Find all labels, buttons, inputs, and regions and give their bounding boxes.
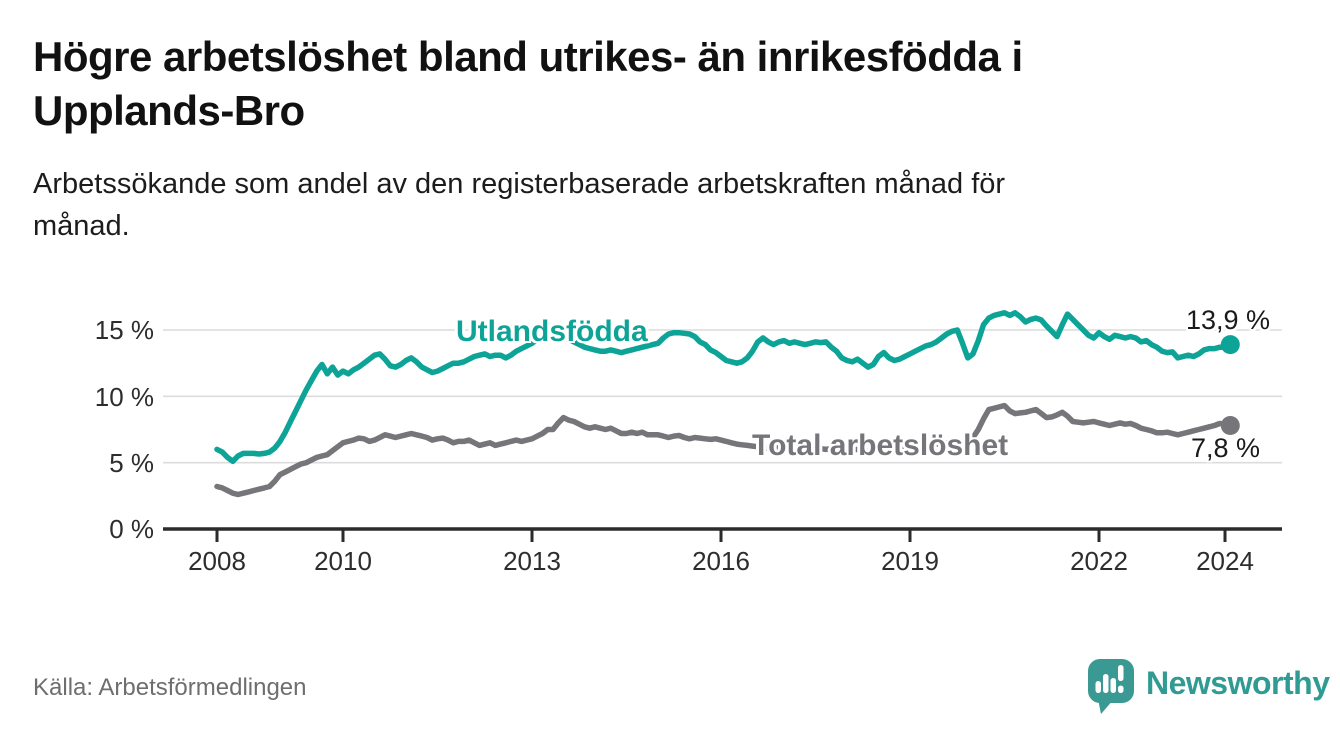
y-axis-label-5: 5 % (109, 448, 154, 478)
end-dot-total (1220, 416, 1240, 435)
x-axis-label-2022: 2022 (1070, 546, 1128, 576)
newsworthy-logo-text: Newsworthy (1146, 664, 1330, 701)
x-axis-label-2008: 2008 (188, 546, 246, 576)
title-line-1: Högre arbetslöshet bland utrikes- än inr… (33, 33, 1023, 80)
x-axis-label-2024: 2024 (1196, 546, 1254, 576)
x-axis-label-2013: 2013 (503, 546, 561, 576)
title-line-2: Upplands-Bro (33, 87, 305, 134)
x-axis-label-2016: 2016 (692, 546, 750, 576)
series-label-total-arbetsloshet: Total arbetslöshet (752, 429, 1009, 462)
newsworthy-logo: Newsworthy (1086, 657, 1330, 715)
series-label-utlandsfodda: Utlandsfödda (456, 315, 648, 348)
end-value-utlandsfodda: 13,9 % (1185, 305, 1270, 335)
subtitle-line-1: Arbetssökande som andel av den registerb… (33, 168, 1006, 200)
line-total (214, 402, 1234, 498)
end-dot-utlandsfodda (1220, 335, 1240, 355)
line-utlandsfodda (214, 310, 1234, 465)
y-axis-label-15: 15 % (94, 315, 154, 345)
source-credit: Källa: Arbetsförmedlingen (33, 674, 307, 701)
x-axis-label-2010: 2010 (314, 546, 372, 576)
end-value-total: 7,8 % (1190, 433, 1260, 463)
page-title: Högre arbetslöshet bland utrikes- än inr… (33, 30, 1323, 138)
y-axis-label-0: 0 % (109, 514, 154, 544)
speech-bubble-bar-chart-icon (1088, 659, 1134, 714)
y-axis-label-10: 10 % (94, 382, 154, 412)
subtitle-line-2: månad. (33, 210, 130, 242)
x-axis-label-2019: 2019 (881, 546, 939, 576)
chart-subtitle: Arbetssökande som andel av den registerb… (33, 163, 1283, 247)
